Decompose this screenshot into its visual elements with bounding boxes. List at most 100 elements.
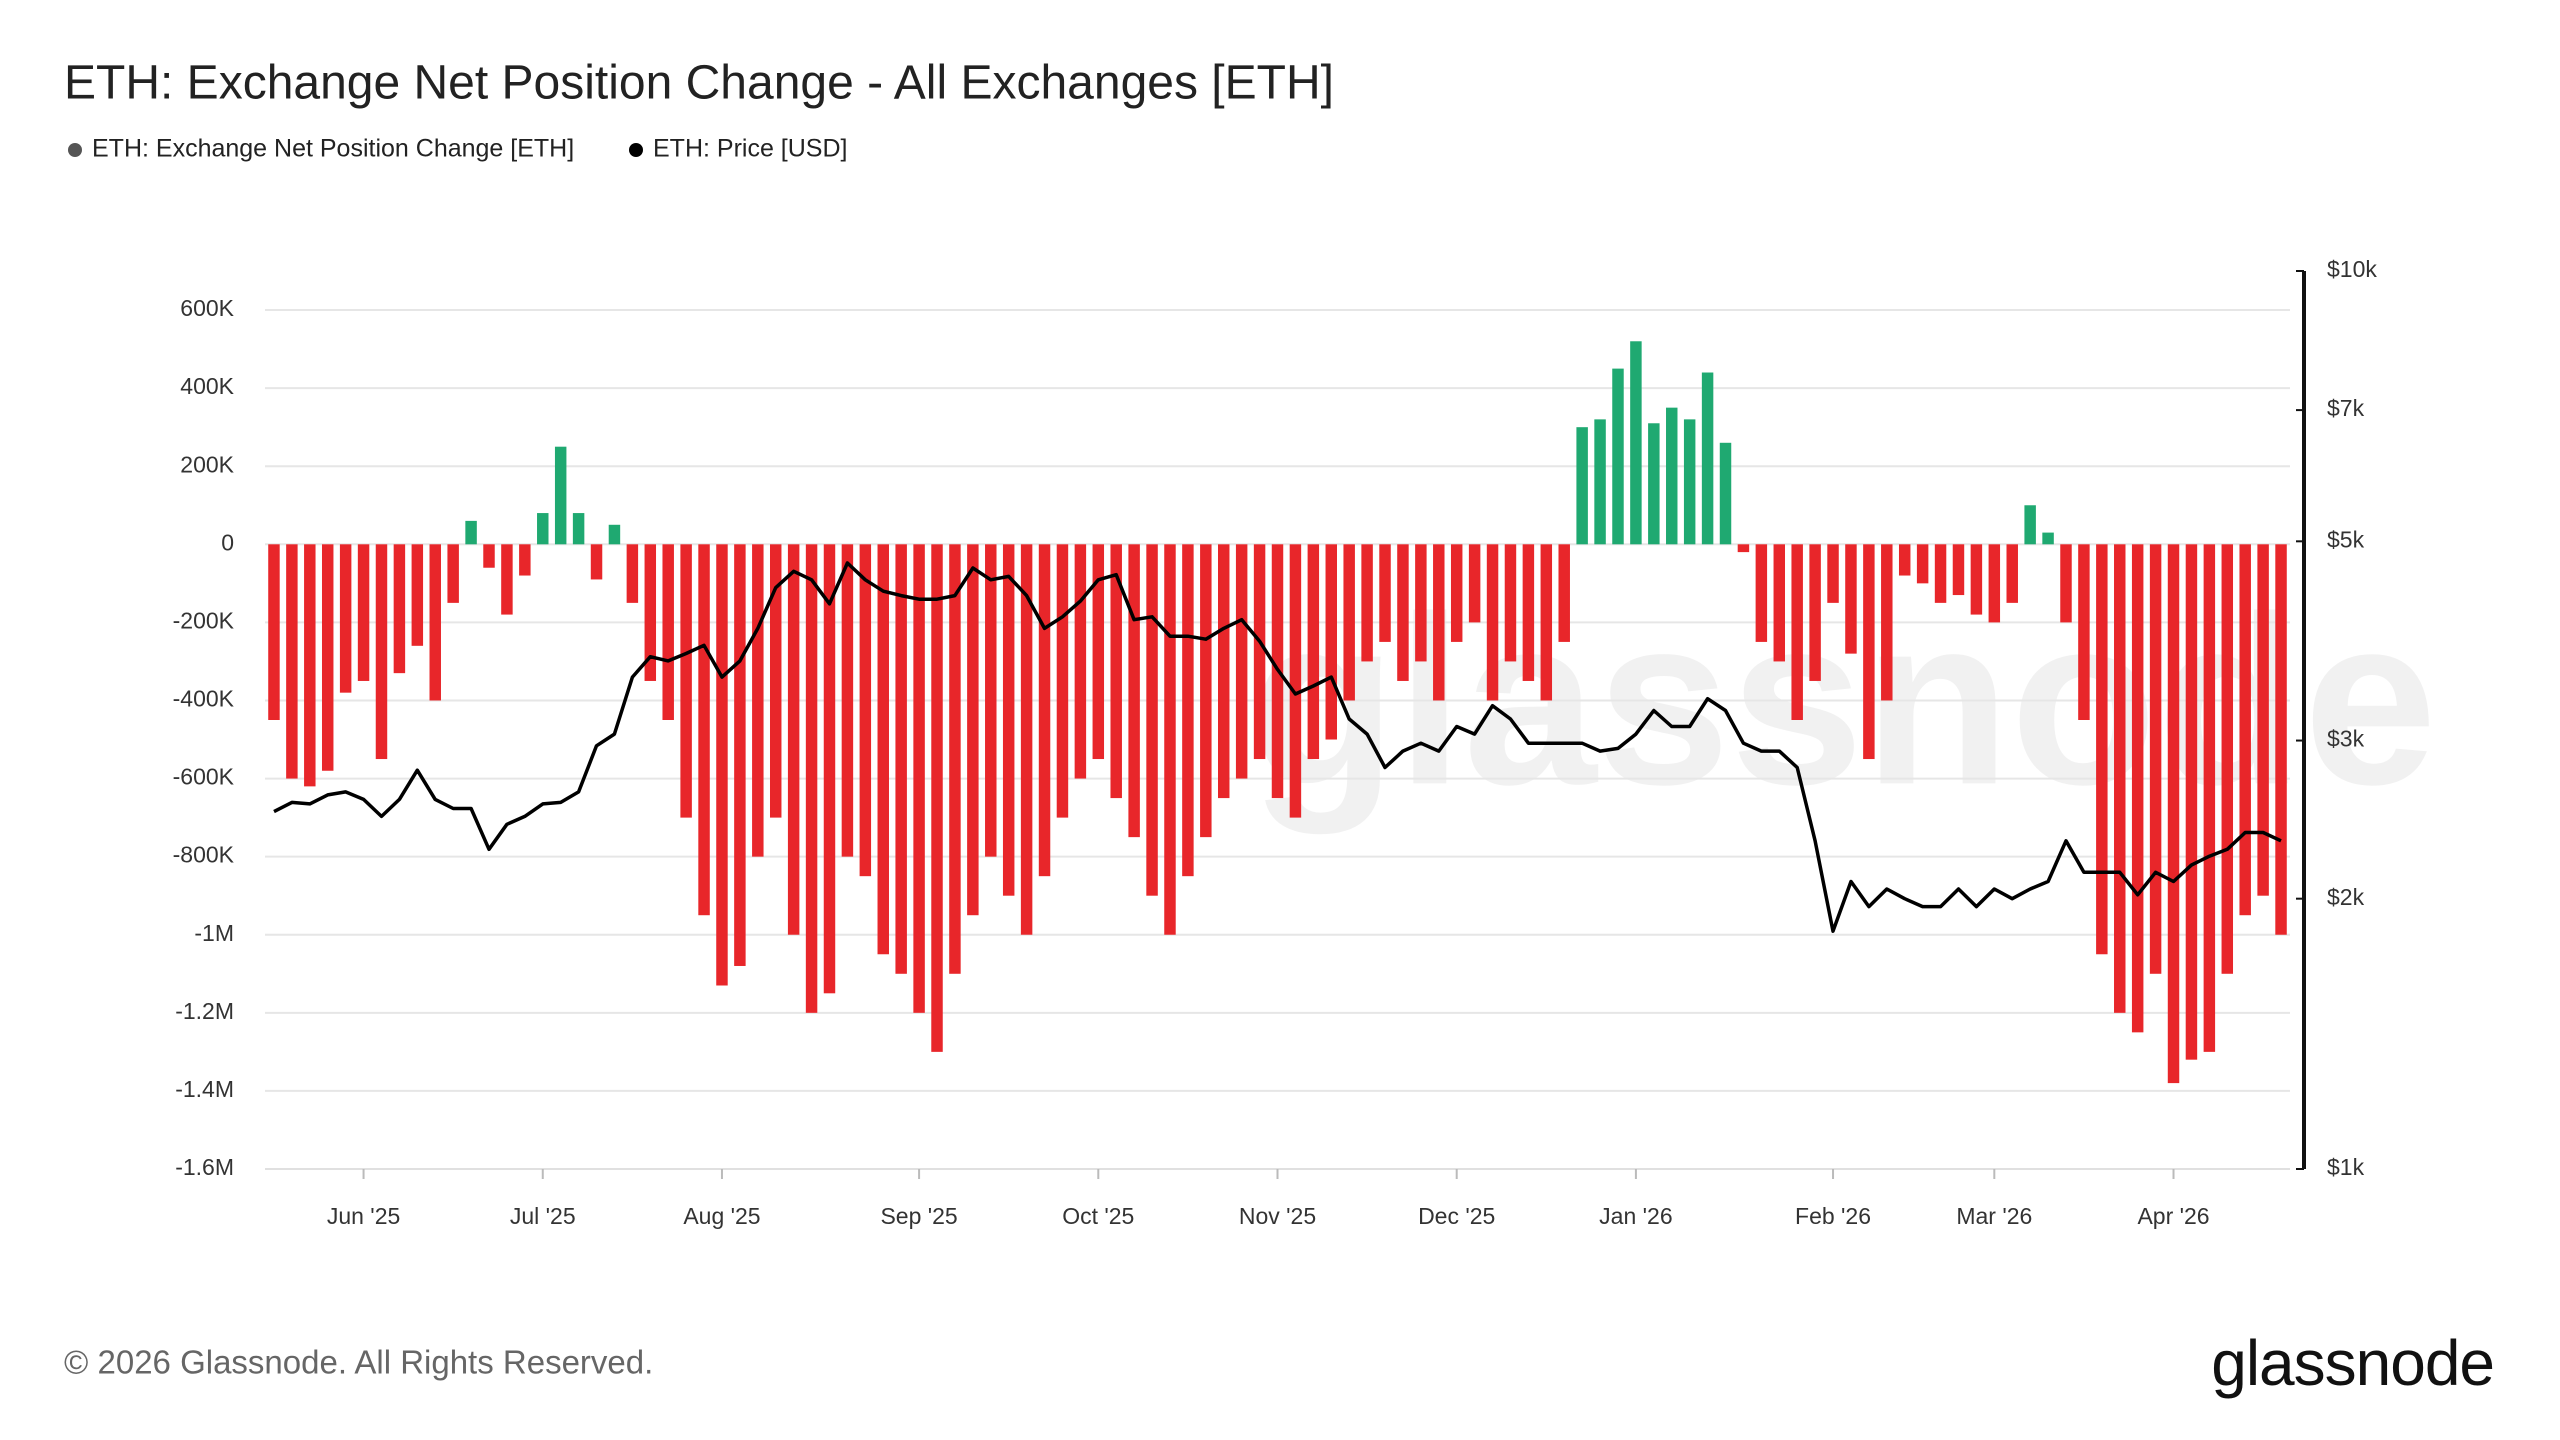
bar xyxy=(1755,544,1768,642)
y-tick-label: -1M xyxy=(194,920,234,946)
bar xyxy=(662,544,674,720)
bar xyxy=(626,544,639,603)
bar xyxy=(1038,544,1051,877)
bar xyxy=(1881,544,1893,701)
bar xyxy=(537,513,549,545)
bar xyxy=(1361,544,1373,662)
y-tick-label: -600K xyxy=(173,764,235,790)
bar xyxy=(1468,544,1481,623)
legend-dot xyxy=(68,143,82,157)
x-tick-label: Mar '26 xyxy=(1956,1203,2032,1229)
bar xyxy=(1415,544,1427,662)
bar xyxy=(1002,544,1015,896)
bar xyxy=(1683,419,1696,545)
bar xyxy=(1576,427,1588,545)
bar xyxy=(375,544,388,760)
bar xyxy=(447,544,459,603)
bar xyxy=(483,544,495,568)
bar xyxy=(2275,544,2287,935)
bar xyxy=(2203,544,2216,1052)
bar xyxy=(1343,544,1355,701)
bar xyxy=(2239,544,2251,916)
bar xyxy=(501,544,513,615)
bar xyxy=(393,544,406,674)
bar xyxy=(1110,544,1122,799)
x-tick-label: Jun '25 xyxy=(327,1203,400,1229)
copyright: © 2026 Glassnode. All Rights Reserved. xyxy=(64,1344,653,1381)
bar xyxy=(268,544,280,720)
y-tick-label: -1.2M xyxy=(175,998,234,1024)
bar xyxy=(465,520,477,545)
bar xyxy=(411,544,424,646)
bar xyxy=(1504,544,1517,662)
legend-dot xyxy=(629,143,643,157)
x-tick-label: Dec '25 xyxy=(1418,1203,1495,1229)
bar xyxy=(286,544,298,779)
bar xyxy=(572,513,585,545)
bar xyxy=(519,544,531,576)
x-tick-label: Apr '26 xyxy=(2137,1203,2209,1229)
bar xyxy=(1092,544,1105,760)
bar xyxy=(608,524,621,545)
bar xyxy=(895,544,907,974)
bar xyxy=(877,544,889,955)
x-tick-label: Feb '26 xyxy=(1795,1203,1871,1229)
legend-entry[interactable]: ETH: Price [USD] xyxy=(653,135,847,163)
bar xyxy=(1934,544,1947,603)
bar xyxy=(2006,544,2018,603)
bar xyxy=(1235,544,1248,779)
bar xyxy=(1719,442,1732,545)
bar xyxy=(913,544,925,1013)
bar xyxy=(1379,544,1391,642)
x-tick-label: Aug '25 xyxy=(683,1203,760,1229)
bar xyxy=(357,544,370,681)
price-line xyxy=(273,561,2282,933)
bar xyxy=(644,544,657,681)
bar xyxy=(321,544,334,771)
bar xyxy=(1916,544,1929,584)
bar xyxy=(1701,372,1714,545)
bar xyxy=(1791,544,1803,720)
brand-logo: glassnode xyxy=(2211,1327,2494,1399)
bar xyxy=(698,544,710,916)
bar xyxy=(1218,544,1230,799)
bar xyxy=(1845,544,1857,654)
bar xyxy=(1146,544,1158,896)
bar xyxy=(1253,544,1266,760)
y2-tick-label: $7k xyxy=(2327,395,2365,421)
bar xyxy=(967,544,979,916)
y-tick-label: -1.4M xyxy=(175,1076,234,1102)
bar xyxy=(1325,544,1337,740)
bar xyxy=(2060,544,2072,623)
bar xyxy=(1540,544,1553,701)
bar xyxy=(304,544,316,787)
legend-entry[interactable]: ETH: Exchange Net Position Change [ETH] xyxy=(92,135,574,163)
bar xyxy=(841,544,854,857)
bar xyxy=(1020,544,1033,935)
bar xyxy=(1056,544,1069,818)
x-tick-label: Jan '26 xyxy=(1599,1203,1672,1229)
bar xyxy=(680,544,692,818)
y-tick-label: 600K xyxy=(180,295,234,321)
bar xyxy=(752,544,764,857)
bar xyxy=(985,544,997,857)
bar xyxy=(1594,419,1606,545)
bar xyxy=(859,544,872,877)
bar xyxy=(2185,544,2198,1060)
plot-area xyxy=(265,309,2290,1179)
bar xyxy=(2078,544,2090,720)
bar xyxy=(734,544,746,966)
bar xyxy=(1486,544,1499,701)
bar xyxy=(2257,544,2269,896)
bar xyxy=(787,544,800,935)
bar xyxy=(1397,544,1409,681)
bar xyxy=(2167,544,2180,1084)
bar xyxy=(1450,544,1463,642)
y-tick-label: -1.6M xyxy=(175,1154,234,1180)
y-tick-label: 400K xyxy=(180,373,234,399)
bar xyxy=(2149,544,2162,974)
bar xyxy=(1074,544,1087,779)
bar xyxy=(1433,544,1445,701)
x-tick-label: Sep '25 xyxy=(880,1203,957,1229)
bar xyxy=(1200,544,1212,838)
